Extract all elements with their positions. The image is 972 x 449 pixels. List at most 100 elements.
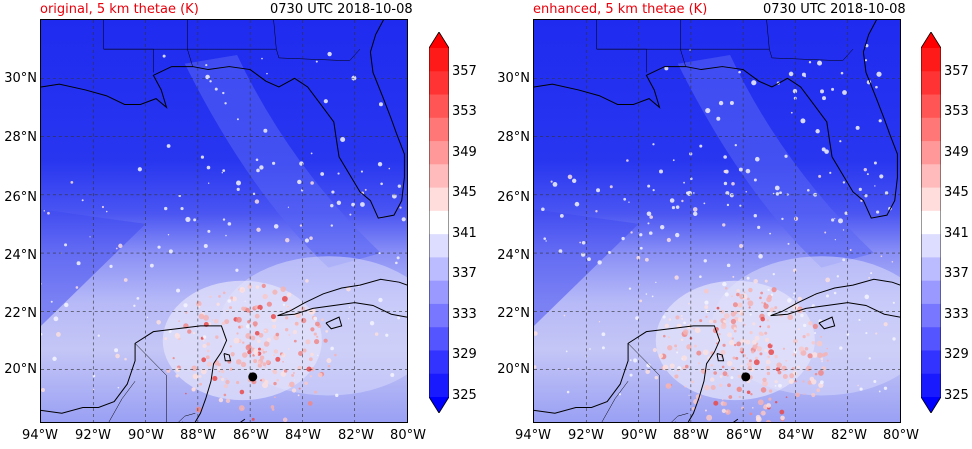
cloud-cell: [703, 259, 707, 263]
cloud-cell: [607, 250, 611, 254]
cloud-cell: [331, 190, 335, 194]
colorbar-band: [429, 117, 449, 142]
colorbar-tick: 341: [944, 226, 969, 241]
cloud-cell: [683, 321, 686, 325]
convective-cell: [826, 359, 829, 362]
cloud-cell: [64, 243, 68, 247]
convective-cell: [736, 386, 742, 393]
cloud-cell: [202, 335, 207, 339]
convective-cell: [818, 370, 824, 376]
convective-cell: [720, 309, 725, 314]
colorbar-band: [429, 187, 449, 212]
cloud-cell: [300, 189, 304, 192]
cloud-cell: [388, 167, 391, 170]
cloud-cell: [722, 223, 726, 227]
convective-cell: [704, 305, 709, 310]
convective-cell: [264, 366, 267, 368]
cloud-cell: [327, 51, 332, 57]
cloud-cell: [266, 72, 268, 75]
cloud-cell: [222, 338, 225, 341]
convective-cell: [721, 408, 726, 413]
convective-cell: [280, 286, 286, 292]
cloud-cell: [831, 218, 835, 222]
convective-cell: [191, 365, 198, 372]
convective-cell: [231, 298, 234, 301]
cloud-cell: [726, 263, 731, 268]
convective-cell: [730, 311, 736, 317]
colorbar-band: [921, 210, 941, 235]
convective-cell: [756, 417, 761, 422]
cloud-cell: [282, 303, 286, 306]
convective-cell: [730, 318, 736, 325]
convective-cell: [293, 339, 297, 343]
cloud-cell: [808, 60, 812, 64]
colorbar-tick: 337: [944, 266, 969, 281]
cloud-cell: [348, 318, 350, 320]
cloud-cell: [753, 279, 758, 284]
cloud-cell: [864, 59, 868, 62]
cloud-cell: [47, 211, 50, 215]
convective-cell: [753, 359, 760, 366]
convective-cell: [200, 368, 207, 375]
convective-cell: [716, 306, 720, 310]
cloud-cell: [891, 261, 894, 263]
colorbar-band: [921, 280, 941, 305]
cloud-cell: [800, 313, 804, 318]
convective-cell: [725, 410, 729, 413]
convective-cell: [765, 365, 771, 371]
convective-cell: [752, 322, 756, 326]
lat-label: 24°N: [497, 248, 530, 263]
cloud-cell: [315, 60, 318, 63]
convective-cell: [752, 339, 757, 345]
cloud-cell: [651, 295, 654, 298]
lat-label: 20°N: [4, 362, 37, 377]
convective-cell: [715, 342, 718, 345]
cloud-cell: [534, 331, 538, 336]
convective-cell: [229, 306, 233, 310]
convective-cell: [230, 352, 235, 357]
cloud-cell: [166, 144, 171, 148]
cloud-cell: [646, 211, 652, 217]
convective-cell: [185, 311, 188, 314]
cloud-cell: [644, 257, 649, 262]
lat-label: 24°N: [4, 248, 37, 263]
cloud-cell: [133, 304, 136, 307]
cloud-cell: [580, 252, 586, 257]
cloud-cell: [672, 159, 675, 162]
convective-cell: [745, 339, 751, 345]
left-panel-time: 0730 UTC 2018-10-08: [270, 2, 413, 17]
cloud-cell: [722, 281, 727, 287]
convective-cell: [723, 319, 727, 323]
cloud-cell: [738, 167, 743, 172]
convective-cell: [225, 398, 231, 403]
cloud-cell: [825, 277, 831, 283]
cloud-cell: [693, 192, 695, 194]
convective-cell: [802, 335, 806, 339]
convective-cell: [231, 354, 234, 357]
cloud-cell: [675, 205, 680, 209]
cloud-cell: [726, 203, 730, 207]
convective-cell: [750, 393, 753, 396]
convective-cell: [282, 360, 284, 363]
convective-cell: [696, 350, 702, 356]
cloud-cell: [543, 237, 547, 240]
convective-cell: [280, 371, 287, 377]
colorbar-tick: 353: [452, 104, 477, 119]
cloud-cell: [875, 332, 878, 335]
cloud-cell: [256, 227, 261, 232]
cloud-cell: [313, 316, 318, 321]
cloud-cell: [337, 172, 340, 175]
cloud-cell: [304, 238, 310, 243]
convective-cell: [780, 415, 785, 421]
colorbar-band: [921, 350, 941, 375]
cloud-cell: [790, 111, 793, 114]
convective-cell: [710, 384, 716, 390]
convective-cell: [274, 396, 276, 399]
convective-cell: [250, 335, 256, 341]
cloud-cell: [70, 180, 74, 184]
cloud-cell: [739, 204, 742, 207]
convective-cell: [218, 295, 221, 298]
convective-cell: [720, 349, 726, 355]
cloud-cell: [255, 285, 260, 289]
convective-cell: [766, 403, 772, 408]
